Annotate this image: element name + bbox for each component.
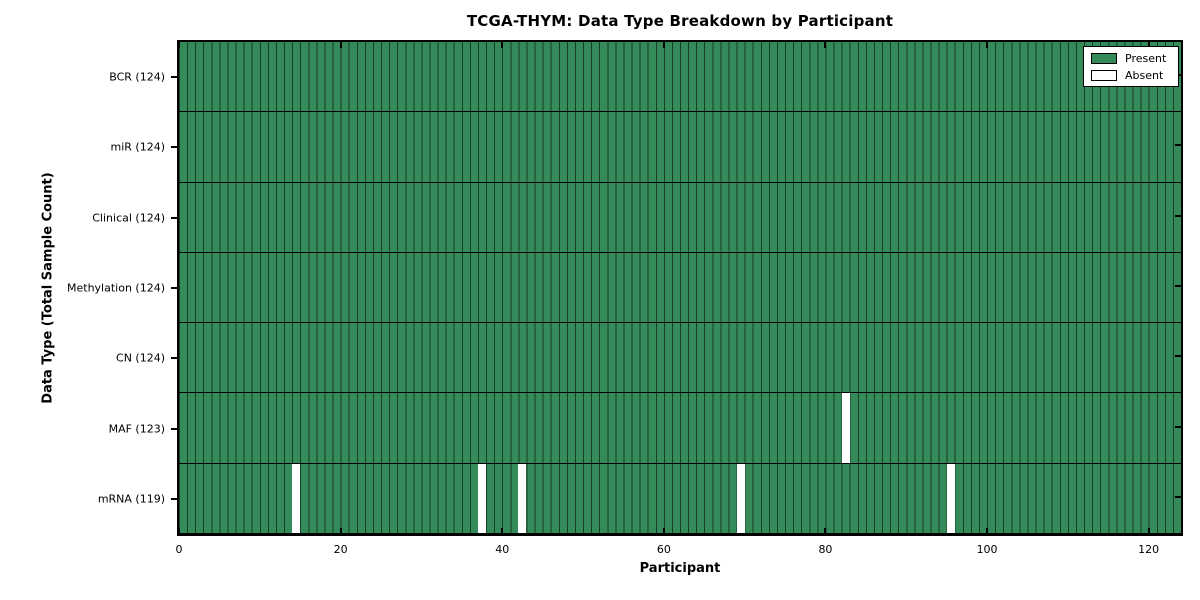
- x-tick-bottom: [501, 528, 504, 534]
- x-tick-label-40: 40: [495, 543, 510, 556]
- row-maf: [179, 393, 1181, 464]
- row-clinical: [179, 182, 1181, 253]
- y-tick-right: [1175, 214, 1181, 217]
- x-tick-top: [178, 42, 180, 48]
- y-tick-label-clinical: Clinical (124): [92, 211, 165, 225]
- x-tick-top: [824, 42, 827, 48]
- row-mir: [179, 112, 1181, 183]
- y-tick-right: [1175, 425, 1181, 428]
- absent-cell-mrna-69: [736, 463, 745, 533]
- legend-entry-absent: Absent: [1091, 69, 1171, 82]
- x-tick-bottom: [178, 528, 180, 534]
- y-tick-right: [1175, 355, 1181, 358]
- y-tick-left: [171, 76, 177, 79]
- y-tick-right: [1175, 285, 1181, 287]
- y-tick-left: [171, 357, 177, 360]
- x-tick-top: [501, 42, 504, 48]
- legend-label-absent: Absent: [1125, 69, 1164, 82]
- y-tick-label-maf: MAF (123): [108, 422, 165, 436]
- absent-cell-mrna-95: [946, 463, 955, 533]
- y-tick-label-cn: CN (124): [116, 351, 165, 365]
- absent-cell-maf-82: [841, 393, 850, 463]
- x-tick-label-80: 80: [818, 543, 833, 556]
- y-tick-label-methylation: Methylation (124): [67, 281, 165, 295]
- row-bcr: [179, 42, 1181, 113]
- y-tick-label-bcr: BCR (124): [109, 70, 165, 84]
- absent-cell-mrna-37: [477, 463, 487, 533]
- y-tick-left: [171, 146, 177, 149]
- absent-cell-mrna-14: [292, 463, 301, 533]
- x-tick-label-60: 60: [656, 543, 671, 556]
- row-cn: [179, 323, 1181, 394]
- x-tick-label-100: 100: [976, 543, 998, 556]
- y-tick-left: [171, 216, 177, 219]
- y-tick-left: [171, 497, 177, 500]
- row-methylation: [179, 252, 1181, 324]
- y-tick-right: [1175, 144, 1181, 147]
- x-tick-bottom: [986, 528, 989, 534]
- x-tick-bottom: [1147, 528, 1150, 534]
- y-tick-label-mrna: mRNA (119): [97, 492, 165, 506]
- absent-cell-mrna-42: [518, 463, 527, 533]
- x-tick-label-0: 0: [175, 543, 183, 556]
- chart-title: TCGA-THYM: Data Type Breakdown by Partic…: [466, 12, 894, 30]
- x-tick-top: [662, 42, 665, 48]
- x-tick-top: [986, 42, 989, 48]
- legend-label-present: Present: [1125, 52, 1167, 65]
- x-tick-bottom: [339, 528, 342, 534]
- y-tick-left: [171, 427, 177, 430]
- y-tick-left: [171, 287, 177, 289]
- x-axis-label: Participant: [639, 561, 721, 576]
- x-tick-top: [339, 42, 342, 48]
- legend-swatch-present-icon: [1091, 53, 1117, 64]
- legend-entry-present: Present: [1091, 52, 1171, 65]
- legend-swatch-absent-icon: [1091, 70, 1117, 81]
- x-tick-bottom: [662, 528, 665, 534]
- x-tick-label-20: 20: [333, 543, 348, 556]
- y-tick-label-mir: miR (124): [110, 140, 166, 154]
- plot-area: [177, 40, 1183, 536]
- x-tick-label-120: 120: [1138, 543, 1160, 556]
- legend: Present Absent: [1083, 46, 1179, 87]
- row-mrna: [179, 463, 1181, 534]
- x-tick-bottom: [824, 528, 827, 534]
- x-tick-top: [1147, 42, 1150, 48]
- y-tick-right: [1175, 495, 1181, 498]
